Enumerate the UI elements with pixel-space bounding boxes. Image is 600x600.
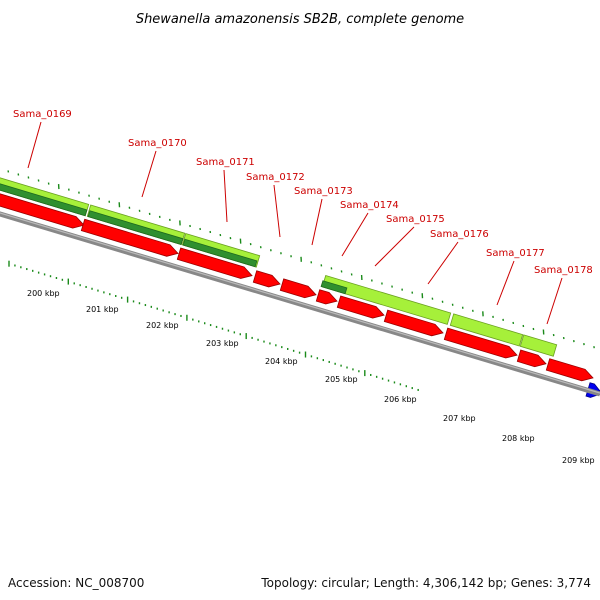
gene-arrow bbox=[516, 349, 547, 368]
label-leader bbox=[311, 198, 323, 246]
gene-arrow bbox=[545, 358, 594, 382]
gene-label-sama-0171: Sama_0171 bbox=[196, 157, 255, 168]
gene-label-sama-0172: Sama_0172 bbox=[246, 172, 305, 183]
gene-arrow bbox=[279, 278, 317, 299]
cds-segment bbox=[449, 313, 524, 347]
gene-label-sama-0174: Sama_0174 bbox=[340, 200, 399, 211]
gene-label-sama-0169: Sama_0169 bbox=[13, 109, 72, 120]
label-leader bbox=[141, 150, 157, 198]
label-leader bbox=[374, 226, 415, 267]
kbp-label-201: 201 kbp bbox=[86, 305, 119, 314]
gene-track bbox=[0, 193, 600, 398]
backbone-highlight bbox=[0, 212, 600, 394]
genome-info-text: Topology: circular; Length: 4,306,142 bp… bbox=[260, 576, 591, 590]
map-title: Shewanella amazonensis SB2B, complete ge… bbox=[136, 12, 464, 27]
gene-arrow bbox=[336, 295, 385, 319]
label-leader bbox=[427, 241, 459, 285]
gene-arrow bbox=[443, 327, 518, 359]
gene-arrow bbox=[252, 270, 281, 288]
label-leader bbox=[546, 277, 563, 325]
gene-arrow bbox=[176, 247, 253, 279]
kbp-label-204: 204 kbp bbox=[265, 357, 298, 366]
kbp-label-205: 205 kbp bbox=[325, 375, 358, 384]
gene-label-sama-0177: Sama_0177 bbox=[486, 248, 545, 259]
gene-arrow bbox=[0, 193, 85, 229]
gene-label-sama-0170: Sama_0170 bbox=[128, 138, 187, 149]
genome-backbone bbox=[0, 211, 600, 397]
label-leaders bbox=[27, 121, 563, 325]
gene-arrow bbox=[315, 289, 338, 305]
cds-dark-segment bbox=[320, 280, 348, 295]
kbp-label-202: 202 kbp bbox=[146, 321, 179, 330]
scale-labels: 200 kbp 201 kbp 202 kbp 203 kbp 204 kbp … bbox=[27, 289, 595, 465]
gene-labels: Sama_0169 Sama_0170 Sama_0171 Sama_0172 … bbox=[13, 109, 593, 276]
kbp-label-209: 209 kbp bbox=[562, 456, 595, 465]
label-leader bbox=[223, 169, 228, 223]
label-leader bbox=[496, 260, 515, 306]
backbone-line bbox=[0, 211, 600, 397]
cds-dark-segment bbox=[182, 238, 258, 268]
accession-text: Accession: NC_008700 bbox=[8, 576, 144, 590]
gene-arrow bbox=[383, 309, 444, 337]
outer-tick-ring bbox=[7, 170, 595, 349]
kbp-label-207: 207 kbp bbox=[443, 414, 476, 423]
scale-tick-ring bbox=[8, 260, 419, 391]
cds-dark-segment bbox=[0, 183, 88, 217]
gene-label-sama-0178: Sama_0178 bbox=[534, 265, 593, 276]
gene-label-sama-0175: Sama_0175 bbox=[386, 214, 445, 225]
gene-label-sama-0176: Sama_0176 bbox=[430, 229, 489, 240]
cds-dark-segment bbox=[87, 210, 184, 245]
kbp-label-208: 208 kbp bbox=[502, 434, 535, 443]
kbp-label-200: 200 kbp bbox=[27, 289, 60, 298]
gene-label-sama-0173: Sama_0173 bbox=[294, 186, 353, 197]
label-leader bbox=[341, 212, 369, 257]
label-leader bbox=[27, 121, 42, 169]
gene-arrow bbox=[80, 218, 179, 257]
kbp-label-206: 206 kbp bbox=[384, 395, 417, 404]
cds-segment bbox=[519, 334, 558, 357]
cds-track bbox=[0, 177, 558, 357]
label-leader bbox=[273, 184, 281, 238]
kbp-label-203: 203 kbp bbox=[206, 339, 239, 348]
